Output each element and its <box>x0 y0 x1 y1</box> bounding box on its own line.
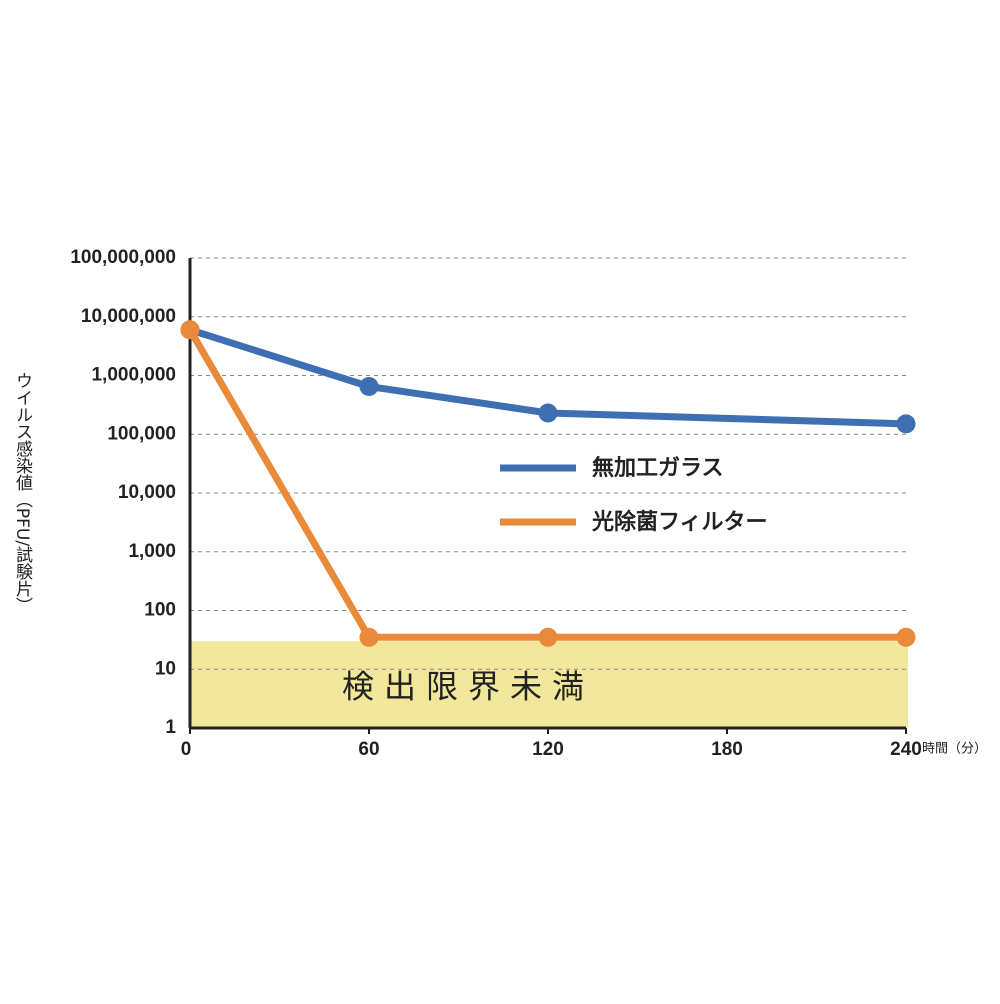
legend-label: 光除菌フィルター <box>591 509 768 535</box>
shaded-region-label: 検出限界未満 <box>342 668 594 706</box>
y-tick-label: 10,000,000 <box>81 306 176 327</box>
data-point <box>359 627 379 647</box>
data-point <box>180 320 200 340</box>
y-tick-label: 1,000 <box>128 541 176 562</box>
data-point <box>896 414 916 434</box>
x-tick-label: 180 <box>711 739 743 760</box>
series-line <box>188 326 907 428</box>
x-tick-label: 120 <box>532 739 564 760</box>
x-axis-title: 時間（分） <box>922 742 987 757</box>
legend-label: 無加工ガラス <box>592 455 724 481</box>
x-tick-label: 0 <box>181 739 192 760</box>
x-tick-label: 240 <box>890 739 922 760</box>
data-point <box>538 403 558 423</box>
shaded-region <box>190 641 908 728</box>
y-tick-label: 100,000 <box>107 423 176 444</box>
series-line <box>186 328 906 641</box>
y-tick-label: 100,000,000 <box>70 247 176 268</box>
data-point <box>896 627 916 647</box>
data-point <box>538 627 558 647</box>
y-tick-label: 1 <box>165 717 176 738</box>
x-tick-label: 60 <box>358 739 379 760</box>
y-tick-label: 10,000 <box>118 482 176 503</box>
y-tick-label: 100 <box>144 600 176 621</box>
data-point <box>359 376 379 396</box>
y-axis-title: ウイルス感染値（PFU/試験片） <box>12 372 33 614</box>
y-tick-label: 10 <box>155 658 176 679</box>
y-tick-label: 1,000,000 <box>91 365 176 386</box>
